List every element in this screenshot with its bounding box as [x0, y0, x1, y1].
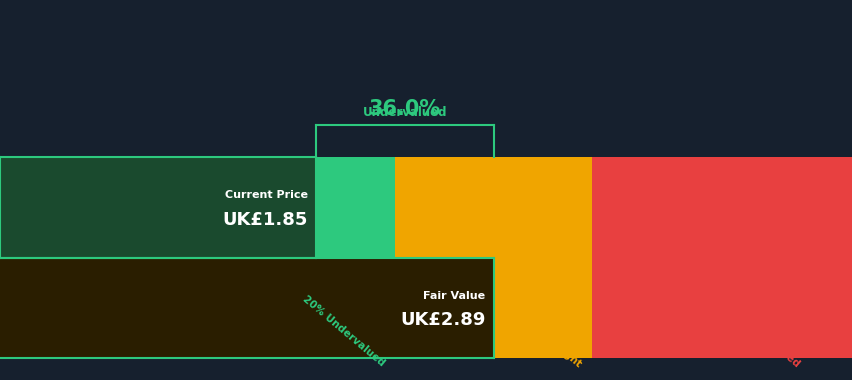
Text: 20% Overvalued: 20% Overvalued [721, 299, 801, 369]
Text: 36.0%: 36.0% [369, 100, 440, 119]
Bar [0, 157, 394, 358]
Bar [0, 258, 493, 358]
Text: UK£1.85: UK£1.85 [222, 211, 308, 229]
Text: Current Price: Current Price [225, 190, 308, 200]
Text: 20% Undervalued: 20% Undervalued [300, 294, 386, 369]
Text: UK£2.89: UK£2.89 [400, 311, 485, 329]
Bar [0, 157, 316, 258]
Bar [591, 157, 852, 358]
Text: About Right: About Right [522, 316, 583, 369]
Text: Fair Value: Fair Value [423, 291, 485, 301]
Text: Undervalued: Undervalued [362, 92, 447, 119]
Bar [394, 157, 591, 358]
